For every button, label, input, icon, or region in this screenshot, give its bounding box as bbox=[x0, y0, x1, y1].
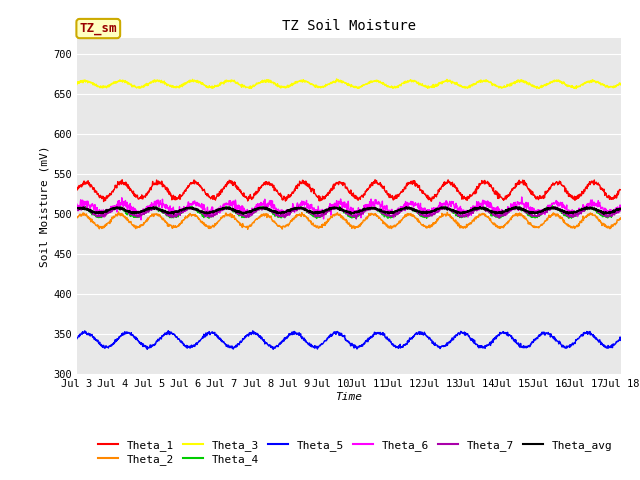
Theta_5 bbox=[164, 328, 172, 334]
Theta_1 bbox=[383, 191, 391, 197]
Theta_5 bbox=[73, 336, 81, 342]
Title: TZ Soil Moisture: TZ Soil Moisture bbox=[282, 19, 416, 33]
Line: Theta_6: Theta_6 bbox=[77, 197, 621, 220]
Line: Theta_7: Theta_7 bbox=[77, 206, 621, 219]
Theta_7 bbox=[479, 204, 487, 209]
X-axis label: Time: Time bbox=[335, 392, 362, 402]
Theta_6 bbox=[325, 204, 333, 210]
Legend: Theta_1, Theta_2, Theta_3, Theta_4, Theta_5, Theta_6, Theta_7, Theta_avg: Theta_1, Theta_2, Theta_3, Theta_4, Thet… bbox=[93, 436, 617, 469]
Theta_4 bbox=[383, 214, 390, 219]
Theta_4 bbox=[316, 214, 323, 220]
Theta_2 bbox=[305, 217, 312, 223]
Theta_7 bbox=[304, 208, 312, 214]
Theta_6 bbox=[137, 217, 145, 223]
Theta_1 bbox=[617, 187, 625, 192]
Theta_avg bbox=[316, 210, 323, 216]
Theta_3 bbox=[333, 76, 340, 82]
Theta_7 bbox=[353, 216, 360, 222]
Theta_avg bbox=[617, 206, 625, 212]
Theta_3 bbox=[115, 78, 123, 84]
Theta_1 bbox=[316, 198, 323, 204]
Theta_2 bbox=[326, 216, 333, 222]
Theta_7 bbox=[137, 213, 145, 218]
Theta_3 bbox=[73, 82, 81, 87]
Theta_avg bbox=[115, 205, 123, 211]
Line: Theta_1: Theta_1 bbox=[77, 180, 621, 202]
Theta_2 bbox=[617, 215, 625, 221]
Theta_1 bbox=[304, 182, 312, 188]
Theta_4 bbox=[548, 202, 556, 208]
Theta_5 bbox=[316, 342, 323, 348]
Theta_2 bbox=[115, 209, 122, 215]
Y-axis label: Soil Moisture (mV): Soil Moisture (mV) bbox=[39, 145, 49, 267]
Theta_7 bbox=[617, 207, 625, 213]
Theta_6 bbox=[518, 194, 525, 200]
Theta_3 bbox=[315, 84, 323, 90]
Text: TZ_sm: TZ_sm bbox=[79, 22, 117, 35]
Theta_4 bbox=[115, 204, 123, 209]
Theta_6 bbox=[383, 203, 390, 208]
Theta_7 bbox=[73, 206, 81, 212]
Theta_1 bbox=[371, 177, 379, 182]
Theta_5 bbox=[305, 341, 312, 347]
Theta_2 bbox=[316, 224, 323, 229]
Theta_1 bbox=[138, 196, 145, 202]
Theta_4 bbox=[73, 206, 81, 212]
Theta_avg bbox=[476, 204, 484, 210]
Theta_4 bbox=[313, 216, 321, 221]
Theta_6 bbox=[115, 201, 123, 206]
Theta_1 bbox=[73, 187, 81, 192]
Theta_4 bbox=[304, 208, 312, 214]
Theta_2 bbox=[138, 222, 145, 228]
Theta_avg bbox=[240, 211, 248, 217]
Line: Theta_2: Theta_2 bbox=[77, 212, 621, 229]
Theta_1 bbox=[100, 199, 108, 204]
Theta_3 bbox=[572, 85, 580, 91]
Theta_1 bbox=[325, 190, 333, 196]
Line: Theta_avg: Theta_avg bbox=[77, 207, 621, 214]
Theta_5 bbox=[326, 333, 333, 338]
Theta_2 bbox=[244, 227, 252, 232]
Theta_6 bbox=[138, 211, 145, 217]
Theta_2 bbox=[73, 214, 81, 220]
Theta_3 bbox=[304, 79, 312, 85]
Theta_4 bbox=[325, 207, 333, 213]
Theta_6 bbox=[617, 203, 625, 209]
Theta_5 bbox=[617, 335, 625, 341]
Line: Theta_4: Theta_4 bbox=[77, 205, 621, 218]
Theta_avg bbox=[383, 209, 390, 215]
Theta_5 bbox=[115, 334, 123, 340]
Line: Theta_3: Theta_3 bbox=[77, 79, 621, 88]
Theta_3 bbox=[383, 83, 390, 89]
Theta_1 bbox=[115, 182, 123, 188]
Theta_4 bbox=[137, 211, 145, 217]
Theta_7 bbox=[325, 208, 333, 214]
Theta_4 bbox=[617, 206, 625, 212]
Line: Theta_5: Theta_5 bbox=[77, 331, 621, 349]
Theta_3 bbox=[137, 84, 145, 90]
Theta_7 bbox=[383, 213, 390, 218]
Theta_3 bbox=[325, 81, 333, 87]
Theta_avg bbox=[325, 206, 333, 212]
Theta_5 bbox=[383, 334, 391, 340]
Theta_7 bbox=[115, 204, 123, 210]
Theta_5 bbox=[137, 342, 145, 348]
Theta_3 bbox=[617, 81, 625, 87]
Theta_6 bbox=[73, 201, 81, 207]
Theta_2 bbox=[383, 223, 391, 228]
Theta_avg bbox=[73, 205, 81, 211]
Theta_5 bbox=[269, 347, 277, 352]
Theta_avg bbox=[304, 208, 312, 214]
Theta_2 bbox=[115, 212, 123, 218]
Theta_6 bbox=[304, 201, 312, 206]
Theta_avg bbox=[137, 209, 145, 215]
Theta_6 bbox=[316, 211, 323, 217]
Theta_7 bbox=[315, 214, 323, 219]
